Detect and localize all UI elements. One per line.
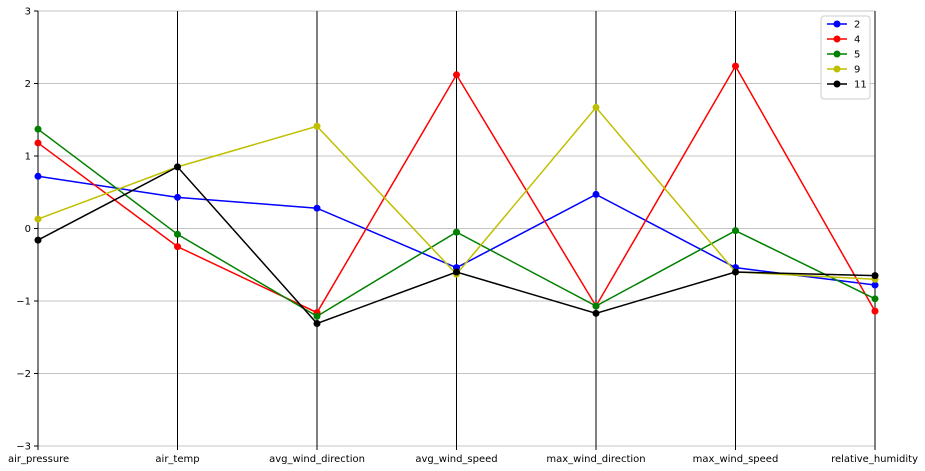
- x-tick-label: relative_humidity: [831, 454, 918, 465]
- data-point: [732, 268, 739, 276]
- data-point: [592, 309, 600, 317]
- x-tick-label: air_pressure: [8, 454, 69, 465]
- data-point: [453, 268, 460, 276]
- y-tick-label: −1: [16, 297, 31, 308]
- data-point: [313, 319, 321, 327]
- legend-entry: 11: [827, 80, 867, 91]
- x-tick-label: avg_wind_speed: [415, 454, 497, 465]
- legend-marker: [833, 65, 841, 73]
- x-tick-label: max_wind_speed: [693, 454, 779, 465]
- series: [34, 62, 879, 317]
- data-point: [174, 230, 181, 238]
- data-point: [34, 215, 42, 223]
- data-point: [871, 307, 879, 315]
- legend-label: 11: [854, 80, 867, 91]
- data-point: [592, 190, 600, 198]
- legend-label: 2: [854, 20, 860, 31]
- data-point: [34, 139, 42, 147]
- legend-label: 9: [854, 65, 860, 76]
- data-point: [313, 204, 321, 212]
- legend: 2 4 5 9 11: [820, 15, 871, 100]
- series: [34, 163, 879, 327]
- data-point: [174, 193, 181, 201]
- data-point: [871, 281, 879, 289]
- data-point: [732, 62, 739, 70]
- y-tick-label: 0: [25, 224, 31, 235]
- data-point: [592, 103, 600, 111]
- data-point: [453, 71, 460, 79]
- y-tick-label: −2: [16, 369, 31, 380]
- legend-marker: [833, 80, 841, 88]
- data-point: [871, 295, 879, 303]
- x-tick-label: max_wind_direction: [546, 454, 645, 465]
- legend-marker: [833, 50, 841, 58]
- data-point: [313, 122, 321, 130]
- data-point: [34, 172, 42, 180]
- data-point: [174, 243, 181, 251]
- legend-marker: [833, 20, 841, 28]
- y-tick-label: 1: [25, 152, 31, 163]
- data-point: [732, 227, 739, 235]
- legend-box: [820, 15, 871, 100]
- x-tick-label: avg_wind_direction: [269, 454, 365, 465]
- y-tick-label: 2: [25, 79, 31, 90]
- y-tick-label: 3: [25, 7, 31, 18]
- data-point: [34, 236, 42, 244]
- x-tick-label: air_temp: [155, 454, 199, 465]
- legend-entry: 2: [827, 20, 860, 31]
- legend-entry: 9: [827, 65, 860, 76]
- data-point: [592, 302, 600, 310]
- data-point: [453, 228, 460, 236]
- data-point: [174, 163, 181, 171]
- series-layer: [34, 62, 879, 327]
- legend-label: 4: [854, 35, 860, 46]
- legend-entry: 4: [827, 35, 860, 46]
- legend-entry: 5: [827, 50, 860, 61]
- y-tick-label: −3: [16, 442, 31, 453]
- data-point: [871, 272, 879, 280]
- series: [34, 125, 879, 320]
- data-point: [34, 125, 42, 133]
- legend-marker: [833, 35, 841, 43]
- data-point: [313, 312, 321, 320]
- legend-label: 5: [854, 50, 860, 61]
